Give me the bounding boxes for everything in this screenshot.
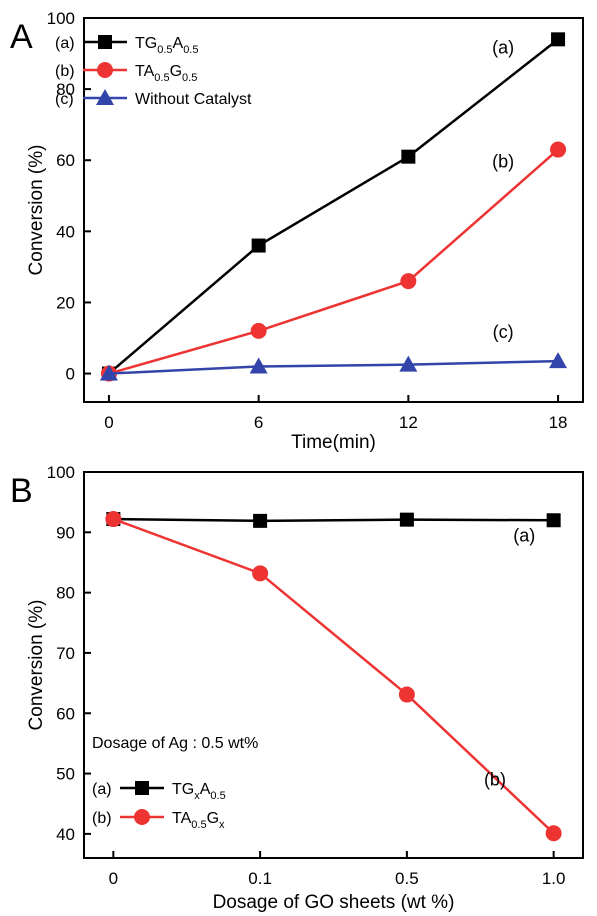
data-point-2-3 xyxy=(549,352,568,369)
legend-marker xyxy=(96,89,114,105)
data-point-1-1 xyxy=(252,565,269,582)
data-point-0-1 xyxy=(253,513,268,528)
panel-a: A 0 20 40 60 80 100 0 6 12 18 Time(min) Conversion (… xyxy=(10,9,584,453)
legend-tag: (c) xyxy=(55,91,74,108)
data-point-2-2 xyxy=(399,355,418,372)
y-tick-label: 40 xyxy=(56,222,75,241)
data-point-2-0 xyxy=(99,364,118,381)
legend-tag: (b) xyxy=(55,63,75,80)
legend-marker xyxy=(97,62,113,78)
panel-label: A xyxy=(10,18,33,56)
data-point-1-0 xyxy=(105,511,122,528)
y-tick-label: 50 xyxy=(56,765,75,784)
y-tick-label: 80 xyxy=(56,80,75,99)
legend-marker xyxy=(134,809,150,825)
y-tick-label: 60 xyxy=(56,704,75,723)
legend-label: TG0.5A0.5 xyxy=(135,35,198,56)
legend-marker xyxy=(135,781,149,795)
x-tick-label: 0 xyxy=(104,413,113,432)
curve-label: (c) xyxy=(493,322,514,342)
legend-label: Without Catalyst xyxy=(135,91,252,108)
y-tick-label: 60 xyxy=(56,151,75,170)
x-tick-label: 12 xyxy=(399,413,418,432)
plot-frame xyxy=(83,471,584,859)
legend-marker xyxy=(98,35,112,49)
data-point-0-3 xyxy=(546,513,561,528)
plot-frame xyxy=(83,17,584,403)
x-axis-title: Time(min) xyxy=(291,432,376,453)
y-tick-label: 100 xyxy=(47,9,75,28)
data-point-1-2 xyxy=(398,686,415,703)
x-tick-label: 1.0 xyxy=(542,869,566,888)
y-tick-label: 70 xyxy=(56,644,75,663)
y-axis-title: Conversion (%) xyxy=(26,600,47,731)
curve-label: (b) xyxy=(492,151,514,171)
legend-tag: (a) xyxy=(55,35,75,52)
data-point-1-3 xyxy=(545,825,562,842)
legend-tag: (a) xyxy=(92,781,112,798)
y-tick-label: 90 xyxy=(56,523,75,542)
curve-label: (a) xyxy=(513,525,535,545)
annotation-text: Dosage of Ag : 0.5 wt% xyxy=(92,735,258,752)
data-point-1-3 xyxy=(550,141,567,158)
x-tick-label: 0.1 xyxy=(248,869,272,888)
data-point-1-2 xyxy=(400,273,417,290)
legend-label: TA0.5Gx xyxy=(172,810,225,831)
y-tick-label: 100 xyxy=(47,463,75,482)
x-tick-label: 0 xyxy=(109,869,118,888)
legend-label: TA0.5G0.5 xyxy=(135,63,197,84)
series-line-1 xyxy=(108,148,559,375)
curve-label: (a) xyxy=(492,38,514,58)
series-line-0 xyxy=(113,517,554,523)
x-tick-label: 6 xyxy=(254,413,263,432)
y-tick-label: 40 xyxy=(56,825,75,844)
data-point-0-2 xyxy=(399,512,414,527)
curve-label: (b) xyxy=(484,770,506,790)
series-line-1 xyxy=(112,517,555,835)
legend-label: TGxA0.5 xyxy=(172,781,226,802)
x-tick-label: 18 xyxy=(549,413,568,432)
y-axis-title: Conversion (%) xyxy=(26,145,47,276)
x-tick-label: 0.5 xyxy=(395,869,419,888)
data-point-2-1 xyxy=(249,357,268,374)
data-point-1-1 xyxy=(250,322,267,339)
data-point-0-1 xyxy=(251,238,266,253)
panel-label: B xyxy=(10,472,33,510)
y-tick-label: 80 xyxy=(56,584,75,603)
data-point-0-3 xyxy=(551,32,566,47)
series-line-0 xyxy=(108,38,559,375)
y-tick-label: 0 xyxy=(66,365,75,384)
y-tick-label: 20 xyxy=(56,293,75,312)
legend-tag: (b) xyxy=(92,810,112,827)
data-point-0-2 xyxy=(401,149,416,164)
x-axis-title: Dosage of GO sheets (wt %) xyxy=(213,892,455,913)
panel-b: B 40 50 60 70 80 90 100 0 0.1 0.5 1.0 Dosage of GO s… xyxy=(10,463,584,913)
series-line-2 xyxy=(108,359,559,375)
